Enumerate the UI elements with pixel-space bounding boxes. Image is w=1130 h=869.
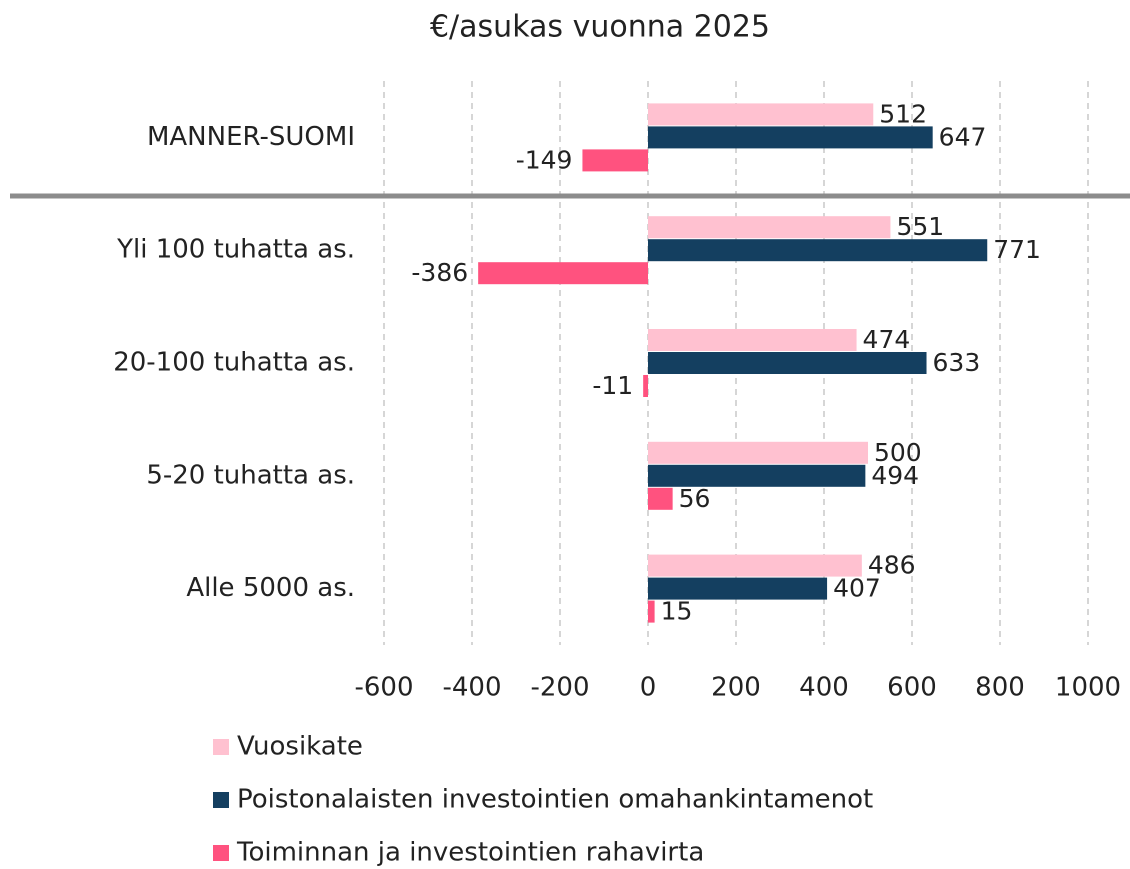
y-tick-label: 20-100 tuhatta as. (113, 348, 355, 378)
x-tick-label: -400 (442, 673, 501, 703)
value-label: 407 (833, 574, 881, 603)
value-label: 494 (871, 461, 919, 490)
legend-label: Poistonalaisten investointien omahankint… (237, 785, 873, 815)
x-tick-label: -600 (354, 673, 413, 703)
x-tick-label: 200 (711, 673, 761, 703)
bar (648, 600, 655, 623)
bar (648, 441, 868, 464)
value-label: -386 (411, 258, 468, 287)
value-label: 647 (939, 122, 987, 151)
bar (648, 577, 828, 600)
x-tick-label: 600 (887, 673, 937, 703)
y-tick-label: Alle 5000 as. (186, 573, 355, 603)
bar (648, 487, 673, 510)
value-label: 771 (993, 235, 1041, 264)
legend-label: Toiminnan ja investointien rahavirta (236, 838, 704, 868)
value-label: 15 (661, 597, 693, 626)
legend-swatch (213, 792, 229, 808)
y-tick-label: 5-20 tuhatta as. (146, 460, 355, 490)
value-label: 474 (863, 325, 911, 354)
bar (648, 239, 988, 262)
value-label: 551 (896, 212, 944, 241)
bar (478, 262, 648, 285)
value-label: -149 (516, 145, 573, 174)
bar (648, 216, 891, 239)
bar (582, 149, 648, 172)
value-label: 633 (933, 348, 981, 377)
bar (648, 329, 857, 351)
x-tick-label: 800 (975, 673, 1025, 703)
y-tick-label: Yli 100 tuhatta as. (116, 235, 355, 265)
bar (648, 554, 862, 577)
bar (648, 352, 927, 374)
value-label: 500 (874, 438, 922, 467)
y-tick-label: MANNER-SUOMI (147, 122, 355, 152)
x-tick-label: -200 (530, 673, 589, 703)
bar (643, 375, 648, 397)
value-label: 486 (868, 551, 916, 580)
legend-label: Vuosikate (237, 732, 363, 762)
legend-swatch (213, 845, 229, 861)
bar (648, 103, 874, 126)
bar (648, 126, 933, 149)
x-tick-label: 0 (640, 673, 657, 703)
x-tick-label: 1000 (1055, 673, 1121, 703)
value-label: 56 (679, 484, 711, 513)
value-label: 512 (879, 99, 927, 128)
value-label: -11 (592, 371, 633, 400)
legend-swatch (213, 739, 229, 755)
bar (648, 464, 866, 487)
x-tick-label: 400 (799, 673, 849, 703)
chart-title: €/asukas vuonna 2025 (430, 10, 770, 45)
